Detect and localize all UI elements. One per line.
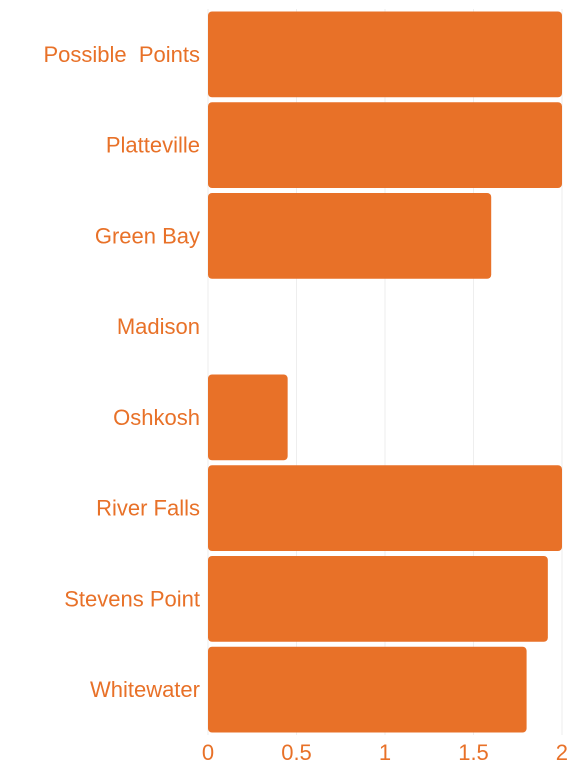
bar-2 [208,102,562,188]
x-tick-label-3: 1.5 [458,740,489,763]
x-tick-label-0: 0 [202,740,214,763]
category-label-1: Possible Points [43,42,200,67]
category-label-4: Madison [117,314,200,339]
bar-8 [208,646,527,733]
x-tick-label-2: 1 [379,740,391,763]
bar-1 [208,11,562,98]
x-tick-label-1: 0.5 [281,740,312,763]
bar-5 [208,374,288,461]
bar-6 [208,465,562,551]
category-label-7: Stevens Point [64,586,200,611]
category-label-2: Platteville [106,133,200,158]
x-tick-label-4: 2 [556,740,568,763]
x-axis-tick-labels: 0 0.5 1 1.5 2 [202,740,568,763]
category-label-6: River Falls [96,496,200,521]
category-label-5: Oshkosh [113,405,200,430]
bar-7 [208,556,548,642]
category-label-8: Whitewater [90,677,200,702]
bar-3 [208,193,492,279]
category-label-3: Green Bay [95,223,200,248]
bars [208,11,562,733]
category-labels: Possible Points Platteville Green Bay Madis… [43,42,200,702]
